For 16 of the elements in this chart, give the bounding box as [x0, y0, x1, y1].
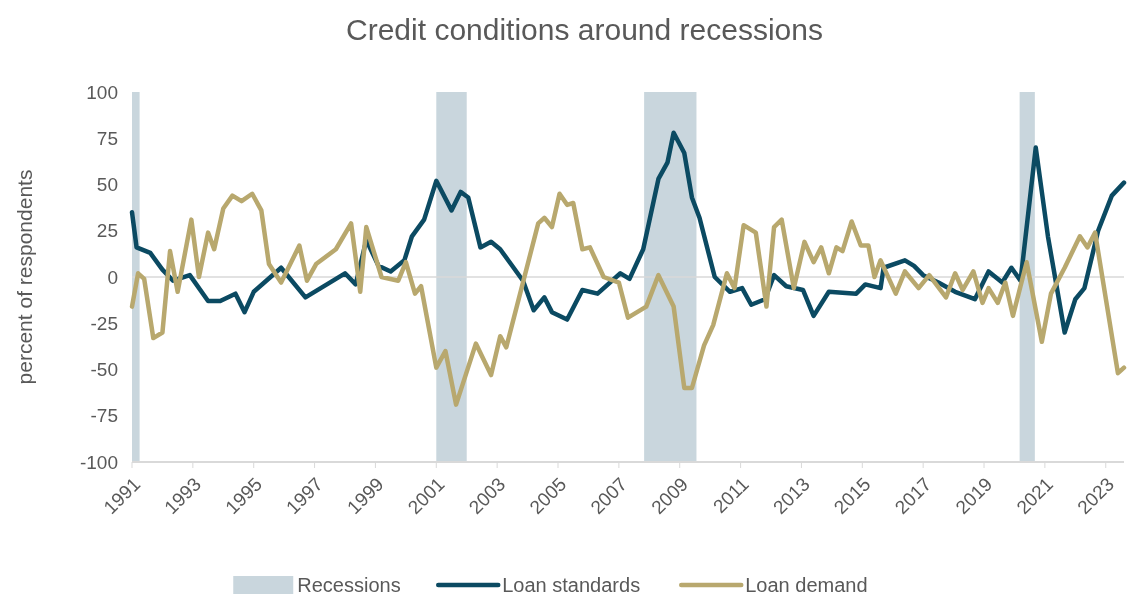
y-tick-label: 75 [96, 127, 118, 149]
legend-label: Loan demand [745, 574, 868, 596]
legend-label: Loan standards [502, 574, 641, 596]
y-axis-title: percent of respondents [13, 169, 36, 385]
line-series [129, 130, 1127, 335]
legend-label: Recessions [297, 574, 401, 596]
chart-title: Credit conditions around recessions [346, 13, 823, 46]
y-tick-label: -25 [90, 312, 118, 334]
line-series [129, 191, 1127, 407]
y-tick-label: 100 [86, 81, 118, 103]
y-tick-label: -75 [90, 405, 118, 427]
y-tick-label: 0 [107, 266, 118, 288]
y-tick-label: 50 [96, 174, 118, 196]
y-tick-label: -50 [90, 359, 118, 381]
y-tick-label: -100 [79, 451, 118, 473]
y-tick-label: 25 [96, 220, 118, 242]
